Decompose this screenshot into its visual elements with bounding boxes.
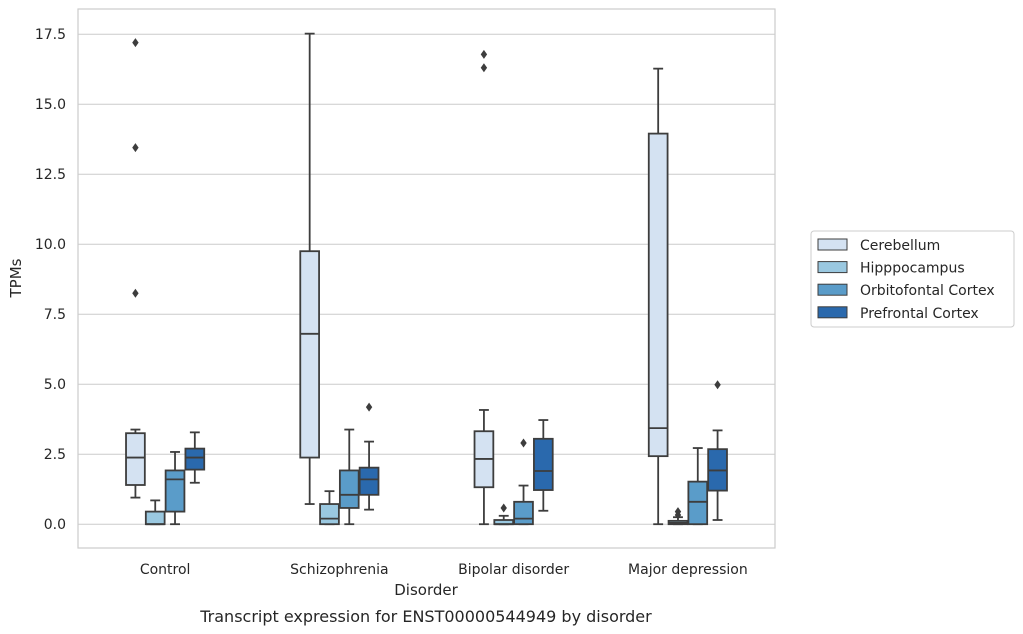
box-hipppocampus [144, 499, 166, 526]
x-tick-label: Schizophrenia [290, 562, 388, 578]
outlier-marker [714, 380, 721, 390]
box-iqr [184, 447, 206, 471]
x-tick-label: Bipolar disorder [458, 562, 569, 578]
box-hipppocampus [667, 507, 689, 526]
box-iqr [144, 510, 166, 526]
box-iqr [533, 437, 554, 491]
legend-label: Orbitofontal Cortex [860, 283, 995, 299]
legend: Cerebellum Hipppocampus Orbitofontal Corte… [810, 230, 1015, 328]
outlier-marker [480, 63, 488, 73]
y-tick-label: 15.0 [35, 97, 66, 113]
outlier-marker [132, 38, 139, 48]
box-iqr [125, 432, 146, 486]
outlier-marker [365, 402, 373, 412]
box-iqr [319, 503, 340, 526]
outlier-marker [132, 288, 139, 298]
box-hipppocampus [319, 490, 340, 526]
box-iqr [299, 250, 320, 459]
y-tick-label: 0.0 [44, 517, 66, 533]
x-axis-title: Disorder [394, 581, 458, 599]
outlier-marker [674, 507, 682, 517]
legend-frame [810, 230, 1015, 328]
legend-swatch [817, 283, 848, 296]
outlier-marker [480, 49, 488, 59]
legend-label: Prefrontal Cortex [860, 306, 979, 322]
box-iqr [338, 469, 360, 509]
box-iqr [647, 132, 669, 458]
y-tick-label: 10.0 [35, 237, 66, 253]
x-tick-label: Control [140, 562, 191, 578]
box-prefrontal-cortex [707, 380, 728, 521]
y-tick-label: 12.5 [35, 167, 66, 183]
box-cerebellum [125, 38, 146, 499]
box-cerebellum [647, 67, 669, 526]
x-tick-labels: Control Schizophrenia Bipolar disorder Majo… [140, 562, 748, 578]
y-tick-labels: 0.0 2.5 5.0 7.5 10.0 12.5 15.0 17.5 [35, 27, 66, 533]
x-tick-label: Major depression [628, 562, 748, 578]
box-iqr [164, 469, 186, 513]
box-orbitofontal-cortex [687, 447, 709, 526]
box-iqr [687, 480, 709, 526]
box-cerebellum [299, 32, 320, 505]
legend-swatch [817, 306, 848, 319]
legend-swatch [817, 261, 848, 274]
box-orbitofontal-cortex [164, 451, 186, 526]
legend-swatch [817, 238, 848, 251]
box-prefrontal-cortex [358, 402, 380, 511]
box-prefrontal-cortex [184, 431, 206, 484]
box-cerebellum [473, 49, 495, 526]
legend-label: Cerebellum [860, 238, 940, 254]
box-prefrontal-cortex [533, 419, 554, 512]
box-hipppocampus [493, 503, 515, 526]
y-tick-label: 7.5 [44, 307, 66, 323]
plot-area-frame [77, 8, 776, 549]
y-tick-label: 5.0 [44, 377, 66, 393]
outlier-marker [520, 438, 527, 448]
box-iqr [513, 500, 534, 526]
y-tick-label: 2.5 [44, 447, 66, 463]
grid-lines [78, 33, 775, 525]
box-orbitofontal-cortex [338, 428, 360, 526]
chart-caption: Transcript expression for ENST0000054494… [199, 607, 652, 626]
y-tick-label: 17.5 [35, 27, 66, 43]
outlier-marker [500, 503, 507, 513]
box-iqr [358, 466, 380, 496]
outlier-marker [132, 143, 139, 153]
box-orbitofontal-cortex [513, 438, 534, 526]
y-axis-title: TPMs [7, 258, 25, 298]
boxes [125, 32, 728, 526]
legend-label: Hipppocampus [860, 261, 965, 277]
